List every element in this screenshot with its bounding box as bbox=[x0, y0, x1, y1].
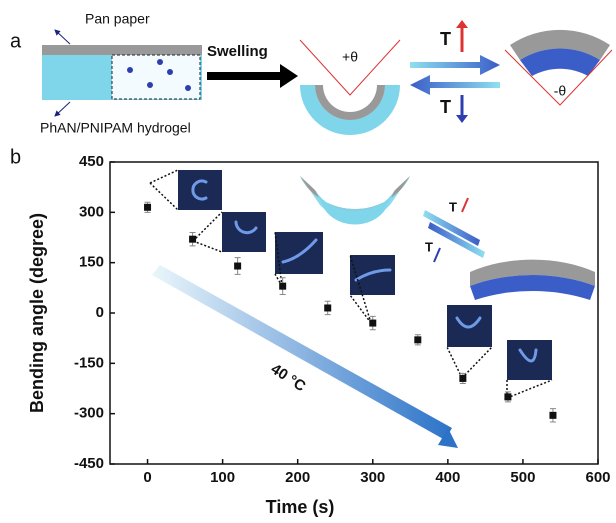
x-tick-label: 200 bbox=[285, 469, 310, 486]
bent-strip bbox=[300, 85, 400, 135]
annotation: T bbox=[449, 199, 457, 214]
point bbox=[324, 304, 331, 311]
x-tick-label: 400 bbox=[435, 469, 460, 486]
trend-arrow bbox=[152, 265, 452, 440]
figure: a b Pan paper PhAN/PNIPAM hydrogel Swell… bbox=[0, 0, 616, 523]
y-tick-label: 300 bbox=[79, 203, 104, 220]
label: +θ bbox=[342, 49, 358, 65]
network-detail bbox=[112, 55, 200, 99]
point bbox=[414, 336, 421, 343]
pointer bbox=[55, 30, 70, 44]
point bbox=[504, 393, 511, 400]
x-tick-label: 300 bbox=[360, 469, 385, 486]
panel-label: b bbox=[10, 146, 21, 168]
y-tick-label: -450 bbox=[74, 455, 104, 472]
label: PhAN/PNIPAM hydrogel bbox=[40, 120, 191, 136]
y-tick-label: 450 bbox=[79, 153, 104, 170]
y-tick-label: 150 bbox=[79, 254, 104, 271]
point bbox=[549, 412, 556, 419]
label: -θ bbox=[554, 83, 567, 99]
y-tick-label: 0 bbox=[96, 304, 104, 321]
y-tick-label: -150 bbox=[74, 354, 104, 371]
pointer bbox=[55, 102, 70, 116]
point bbox=[459, 375, 466, 382]
point bbox=[279, 283, 286, 290]
arrow bbox=[207, 64, 298, 88]
x-tick-label: 600 bbox=[585, 469, 610, 486]
panel-label: a bbox=[10, 30, 22, 52]
arrow bbox=[410, 55, 500, 75]
arrow bbox=[410, 75, 500, 95]
annotation: 40 °C bbox=[268, 360, 309, 395]
panel-a: Pan paper PhAN/PNIPAM hydrogel Swelling … bbox=[40, 11, 612, 136]
point bbox=[369, 320, 376, 327]
point bbox=[234, 263, 241, 270]
x-tick-label: 100 bbox=[210, 469, 235, 486]
x-tick-label: 500 bbox=[510, 469, 535, 486]
point bbox=[189, 236, 196, 243]
x-tick-label: 0 bbox=[143, 469, 151, 486]
annotation: T bbox=[425, 239, 433, 254]
x-axis-label: Time (s) bbox=[266, 497, 335, 517]
y-tick-label: -300 bbox=[74, 405, 104, 422]
label: Pan paper bbox=[85, 11, 150, 27]
point bbox=[144, 204, 151, 211]
label: T bbox=[440, 29, 451, 49]
label: Swelling bbox=[207, 43, 268, 60]
pan-paper-strip bbox=[42, 45, 202, 55]
y-axis-label: Bending angle (degree) bbox=[27, 213, 47, 413]
label: T bbox=[440, 97, 451, 117]
